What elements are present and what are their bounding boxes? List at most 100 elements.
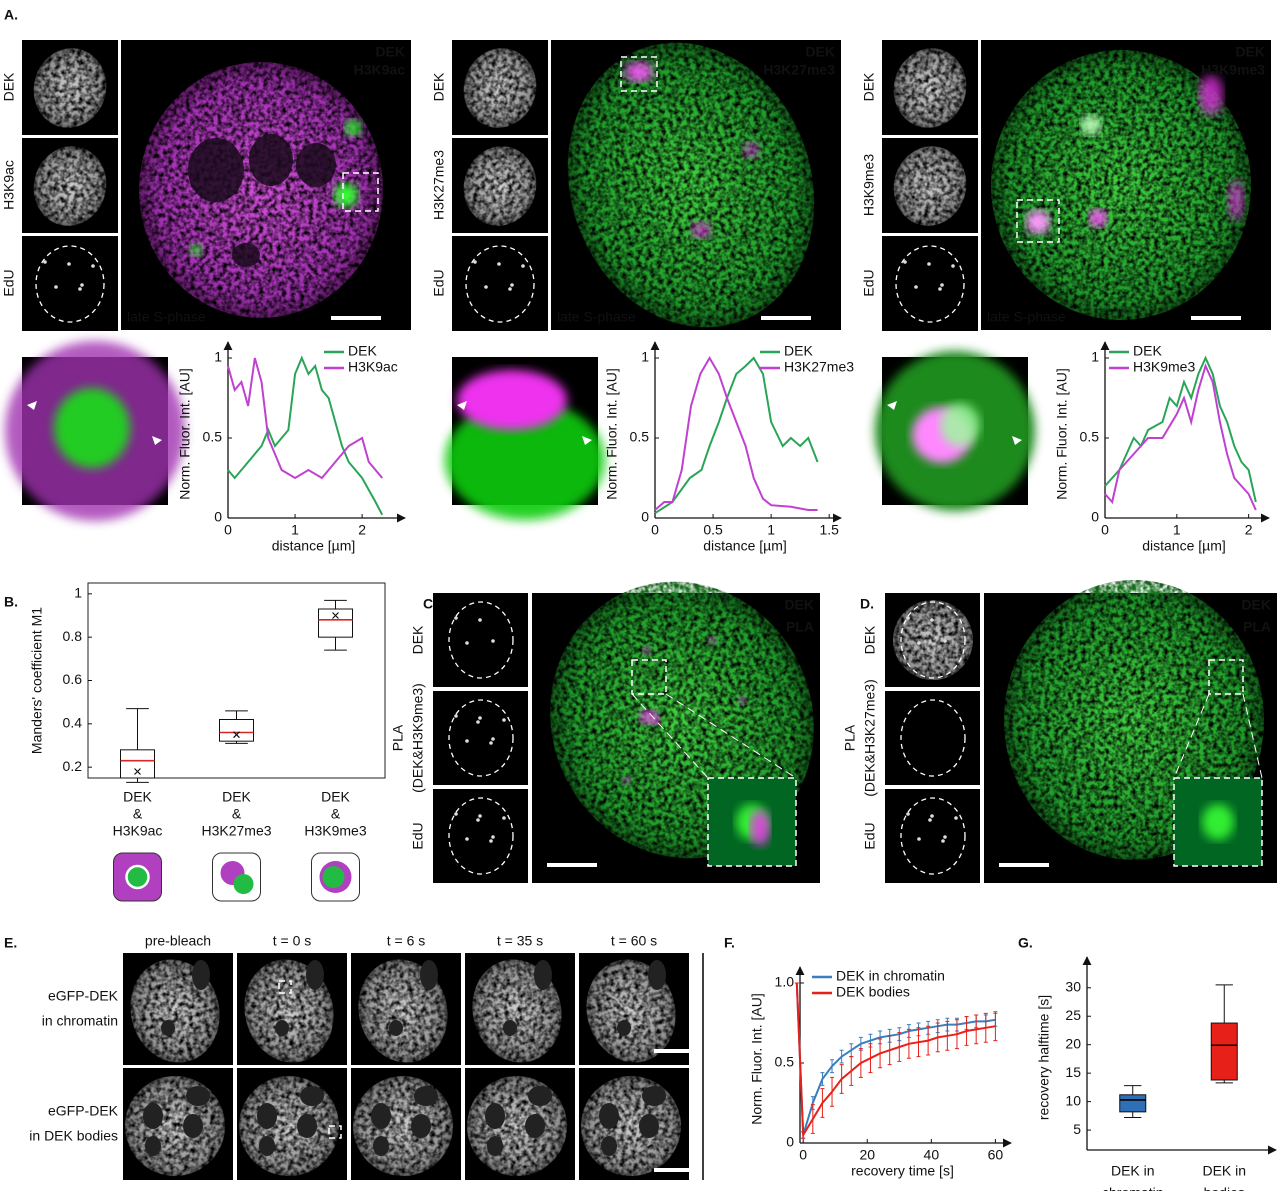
y-tick-label: 0.5 bbox=[203, 429, 223, 445]
channel-label: EdU bbox=[862, 822, 878, 849]
category-label: H3K9ac bbox=[113, 823, 163, 839]
spot bbox=[954, 816, 958, 820]
nucleolus bbox=[389, 1020, 403, 1036]
nucleolus bbox=[503, 1020, 517, 1036]
spot bbox=[951, 264, 955, 268]
channel-label: (DEK&H3K9me3) bbox=[410, 683, 426, 793]
micrograph bbox=[882, 236, 978, 331]
y-axis-label: Norm. Fluor. Int. [AU] bbox=[749, 993, 765, 1124]
nucleolus bbox=[183, 1114, 203, 1138]
channel-label: EdU bbox=[410, 822, 426, 849]
nucleolus bbox=[487, 1136, 503, 1156]
timepoint-label: t = 0 s bbox=[273, 933, 312, 949]
channel-label: DEK bbox=[862, 625, 878, 654]
x-tick-label: 2 bbox=[1245, 522, 1253, 538]
x-tick-label: 0 bbox=[224, 522, 232, 538]
nucleolus bbox=[528, 1086, 552, 1106]
y-tick-label: 0 bbox=[641, 509, 649, 525]
x-tick-label: 1 bbox=[1173, 522, 1181, 538]
nucleus bbox=[33, 146, 107, 226]
nucleus bbox=[991, 50, 1251, 320]
nucleus-outline bbox=[900, 699, 966, 777]
nucleus-outline bbox=[35, 245, 105, 323]
icon bbox=[322, 866, 345, 888]
nucleolus bbox=[186, 1086, 210, 1106]
category-label: DEK bbox=[321, 789, 350, 805]
series-line bbox=[227, 357, 384, 480]
signal bbox=[640, 710, 658, 724]
nucleus-outline bbox=[900, 797, 966, 875]
nucleolus bbox=[297, 1114, 317, 1138]
y-tick-label: 0 bbox=[1091, 509, 1099, 525]
spot bbox=[906, 616, 910, 620]
channel-label: DEK bbox=[431, 72, 447, 101]
channel-label: DEK bbox=[410, 625, 426, 654]
nucleolus bbox=[648, 960, 666, 990]
row-label: eGFP-DEK bbox=[48, 1103, 119, 1119]
category-label: DEK bbox=[222, 789, 251, 805]
y-tick-label: 1 bbox=[214, 349, 222, 365]
roi-box bbox=[1016, 199, 1060, 243]
legend-label: DEK bbox=[1133, 343, 1162, 359]
spot bbox=[465, 739, 469, 743]
nucleolus bbox=[639, 1114, 659, 1138]
channel-label: H3K9me3 bbox=[861, 154, 877, 216]
spot bbox=[906, 812, 910, 816]
category-label: DEK bbox=[123, 789, 152, 805]
panel-letter: E. bbox=[4, 935, 17, 951]
roi-box bbox=[328, 1125, 342, 1139]
y-tick-label: 1 bbox=[74, 585, 82, 601]
legend-label: H3K9ac bbox=[348, 359, 398, 375]
phase-label: late S-phase bbox=[987, 309, 1066, 325]
nucleus-outline bbox=[448, 601, 514, 679]
y-tick-label: 0.5 bbox=[1080, 429, 1100, 445]
timepoint-label: t = 60 s bbox=[611, 933, 657, 949]
micrograph bbox=[433, 789, 528, 883]
spot bbox=[510, 283, 514, 287]
spot bbox=[491, 737, 495, 741]
overlay-label: H3K27me3 bbox=[763, 62, 835, 78]
category-label: chromatin bbox=[1102, 1185, 1163, 1191]
x-tick-label: 40 bbox=[924, 1147, 940, 1163]
spot bbox=[491, 835, 495, 839]
channel-label: PLA bbox=[390, 724, 406, 751]
mean-marker bbox=[233, 731, 240, 739]
category-label: & bbox=[331, 806, 341, 822]
category-label: H3K27me3 bbox=[201, 823, 271, 839]
panel-letter: F. bbox=[724, 935, 735, 951]
spot bbox=[478, 814, 482, 818]
nucleolus bbox=[161, 1020, 175, 1036]
x-tick-label: 1 bbox=[291, 522, 299, 538]
nucleolus bbox=[306, 960, 324, 990]
y-tick-label: 0.8 bbox=[63, 628, 83, 644]
micrograph bbox=[885, 789, 980, 883]
roi-box bbox=[631, 659, 667, 695]
mean-marker bbox=[134, 768, 141, 775]
nucleolus bbox=[373, 1136, 389, 1156]
mean-marker bbox=[332, 612, 339, 619]
x-tick-label: 2 bbox=[358, 522, 366, 538]
spot bbox=[454, 714, 458, 718]
channel-label: EdU bbox=[861, 269, 877, 296]
channel-label: DEK bbox=[861, 72, 877, 101]
spot bbox=[484, 285, 488, 289]
timepoint-label: t = 6 s bbox=[387, 933, 426, 949]
spot bbox=[476, 720, 480, 724]
y-tick-label: 1 bbox=[1091, 349, 1099, 365]
spot bbox=[465, 837, 469, 841]
y-tick-label: 1 bbox=[641, 349, 649, 365]
icon bbox=[125, 864, 150, 890]
signal bbox=[1026, 210, 1050, 234]
arrowhead bbox=[457, 401, 467, 410]
micrograph bbox=[885, 691, 980, 785]
spot bbox=[508, 287, 512, 291]
error-bar bbox=[993, 1011, 998, 1042]
nucleolus bbox=[617, 1020, 631, 1036]
spot bbox=[941, 839, 945, 843]
series-line bbox=[1104, 355, 1257, 503]
category-label: H3K9me3 bbox=[304, 823, 366, 839]
y-axis-label: Norm. Fluor. Int. [AU] bbox=[604, 368, 620, 499]
signal bbox=[54, 388, 130, 468]
nucleus-outline bbox=[895, 245, 965, 323]
